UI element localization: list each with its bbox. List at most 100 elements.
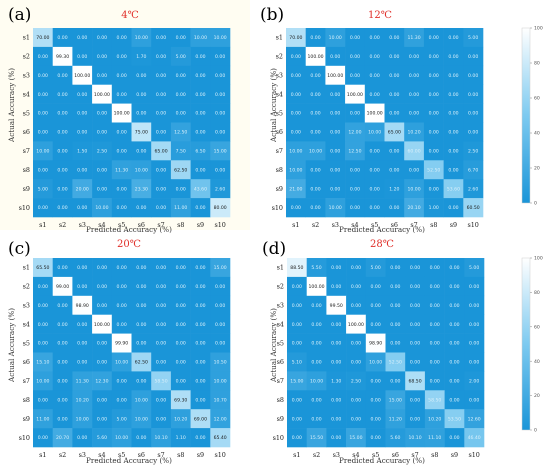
heatmap-cell [424, 314, 445, 334]
y-tick-labels: s1 s2 s3 s4 s5 s6 s7 s8 s9 s10 [272, 34, 283, 212]
heatmap-cell-label: 5.00 [38, 186, 48, 192]
heatmap-cell-label: 0.00 [350, 54, 360, 60]
heatmap-cell [72, 352, 93, 372]
y-tick-label: s3 [23, 71, 30, 79]
heatmap-cell [286, 103, 306, 123]
heatmap-cell [444, 371, 465, 391]
heatmap-cell-label: 5.00 [469, 265, 479, 271]
heatmap-cell [131, 390, 152, 410]
heatmap-cell [131, 122, 152, 142]
heatmap-cell [463, 198, 484, 218]
heatmap-cell [151, 84, 172, 104]
heatmap-cell [384, 160, 405, 180]
heatmap-cell-label: 10.00 [289, 167, 302, 173]
heatmap-cell-label: 0.00 [57, 265, 67, 271]
heatmap-cell [404, 65, 425, 85]
colorbar-tick-label: 40 [534, 131, 540, 137]
heatmap-cell-label: 99.50 [330, 303, 343, 309]
heatmap-cell-label: 0.00 [117, 73, 127, 79]
colorbar-gradient [521, 257, 531, 431]
heatmap-cell [170, 352, 191, 372]
heatmap-cell-label: 0.00 [156, 186, 166, 192]
heatmap-cell-label: 0.00 [430, 284, 440, 290]
heatmap-cell-label: 6.50 [195, 148, 205, 154]
heatmap-cell-label: 0.00 [331, 284, 341, 290]
heatmap-cell [364, 122, 385, 142]
heatmap-cell [131, 84, 152, 104]
heatmap-cell-label: 0.00 [371, 378, 381, 384]
heatmap-cell-label: 99.90 [115, 341, 128, 347]
heatmap-cell-label: 10.20 [76, 397, 89, 403]
heatmap-cell-label: 0.00 [77, 322, 87, 328]
heatmap-cell-label: 0.00 [117, 35, 127, 41]
heatmap-cell-label: 0.00 [195, 130, 205, 136]
heatmap-cell-label: 0.00 [429, 92, 439, 98]
x-tick-label: s9 [451, 451, 458, 459]
heatmap-cell-label: 0.00 [310, 92, 320, 98]
heatmap-cell [170, 409, 191, 429]
heatmap-cell-label: 0.00 [350, 205, 360, 211]
heatmap-cell [306, 276, 327, 297]
panel-title: 12℃ [368, 10, 392, 21]
heatmap-cell-label: 0.00 [429, 73, 439, 79]
heatmap-cell-label: 10.00 [407, 186, 420, 192]
heatmap-cell [346, 314, 367, 334]
heatmap-cell [190, 141, 211, 161]
colorbar-bottom: 100 80 60 40 20 0 [521, 256, 543, 434]
heatmap-cell-label: 5.60 [390, 435, 400, 441]
heatmap-cell [286, 141, 306, 161]
x-tick-label: s10 [467, 221, 478, 229]
heatmap-cell-label: 0.00 [430, 322, 440, 328]
heatmap-cell-label: 21.00 [289, 186, 302, 192]
heatmap-cell-label: 0.00 [77, 360, 87, 366]
heatmap-cell [170, 160, 191, 180]
heatmap-cell-label: 0.00 [310, 130, 320, 136]
heatmap-cell [443, 141, 464, 161]
heatmap-cell [306, 258, 327, 278]
heatmap-cell-label: 0.00 [215, 111, 225, 117]
colorbar-ticks: 100 80 60 40 20 0 [530, 256, 543, 434]
heatmap-cell-label: 0.00 [176, 303, 186, 309]
heatmap-cell-label: 0.00 [97, 284, 107, 290]
heatmap-cell [190, 390, 211, 410]
heatmap-cell-label: 12.30 [95, 378, 108, 384]
x-tick-label: s9 [197, 221, 204, 229]
heatmap-cell-label: 69.30 [174, 397, 187, 403]
heatmap-cell [423, 84, 444, 104]
colorbar-gradient [521, 27, 531, 204]
heatmap-cell [111, 333, 132, 353]
heatmap-cell-label: 0.00 [370, 92, 380, 98]
heatmap-cell-label: 0.00 [292, 303, 302, 309]
heatmap-cell [33, 46, 53, 67]
heatmap-cell-label: 0.00 [38, 284, 48, 290]
heatmap-cell-label: 0.00 [156, 54, 166, 60]
heatmap-cell-label: 100.00 [347, 92, 363, 98]
heatmap-cell [170, 295, 191, 315]
heatmap-cell [111, 141, 132, 161]
heatmap-cell [111, 390, 132, 410]
heatmap-cell [33, 371, 53, 391]
heatmap-cell-label: 10.00 [36, 148, 49, 154]
heatmap-cell [325, 141, 346, 161]
heatmap-cell [424, 258, 445, 278]
heatmap-cell [384, 28, 405, 48]
heatmap-cell-label: 0.00 [176, 284, 186, 290]
colorbar-tick-label: 0 [534, 428, 537, 434]
heatmap-cell-label: 0.00 [156, 73, 166, 79]
panel-label: (b) [260, 5, 284, 25]
heatmap-cell-label: 0.00 [291, 54, 301, 60]
heatmap-cell-label: 15.50 [310, 435, 323, 441]
panel-title: 28℃ [370, 239, 394, 250]
heatmap-cell [170, 122, 191, 142]
heatmap-cell [463, 103, 484, 123]
heatmap-cell [131, 409, 152, 429]
heatmap-cell-label: 0.00 [292, 397, 302, 403]
heatmap-cell [33, 141, 53, 161]
heatmap-cell-label: 0.00 [57, 186, 67, 192]
heatmap-cell [384, 198, 405, 218]
x-tick-label: s7 [411, 451, 418, 459]
heatmap-cell-label: 5.00 [117, 416, 127, 422]
y-tick-label: s10 [272, 204, 283, 212]
heatmap-cell [52, 409, 73, 429]
